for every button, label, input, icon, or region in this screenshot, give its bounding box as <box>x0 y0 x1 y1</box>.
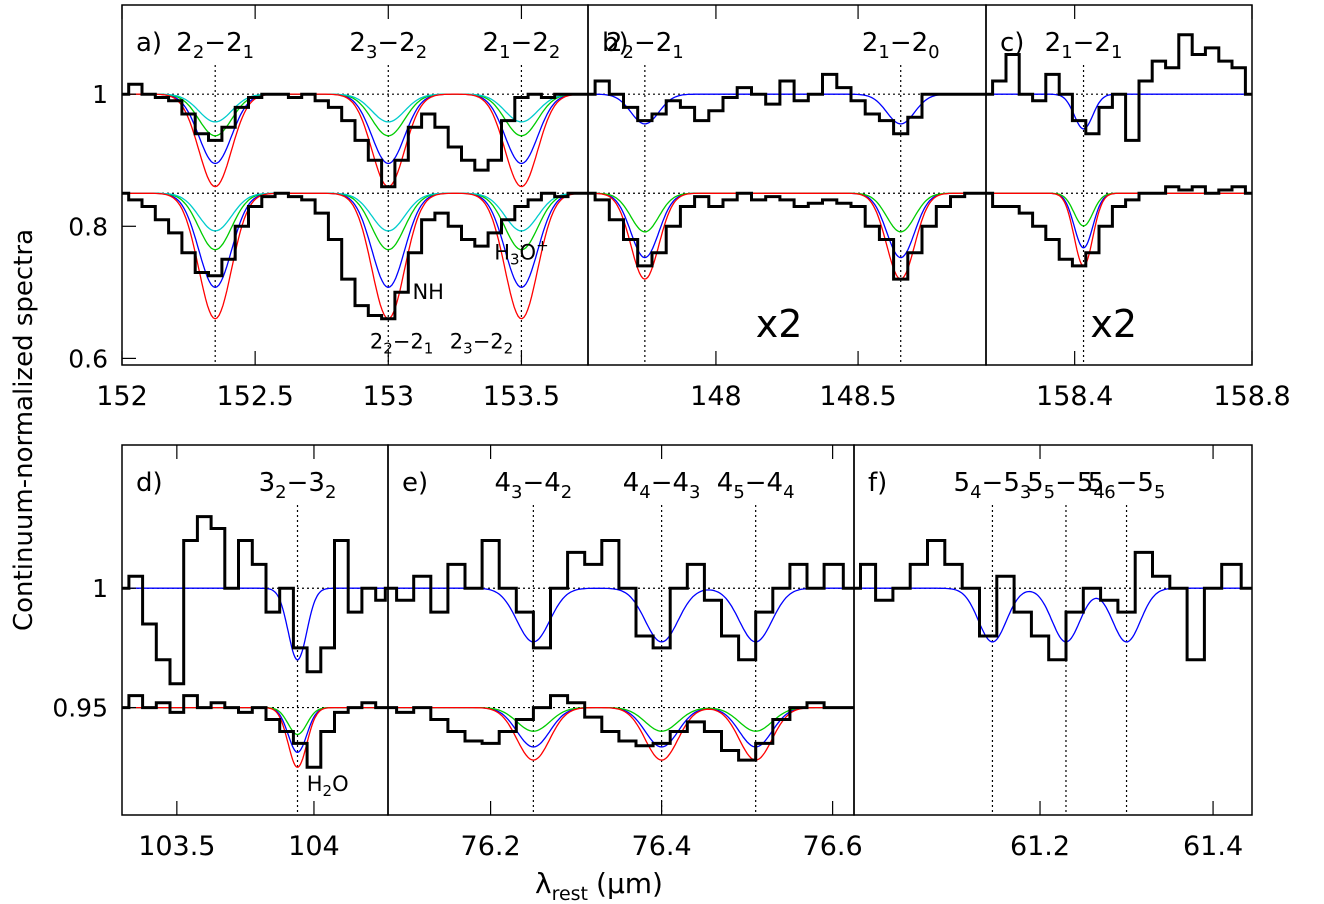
panel-letter: f) <box>868 468 887 498</box>
transition-label: 44−43 <box>623 468 701 503</box>
x-tick-label: 148.5 <box>819 381 896 412</box>
spectrum-histogram <box>986 33 1252 142</box>
fit-curve <box>588 192 986 280</box>
panel-frame <box>121 444 389 816</box>
panel-letter: b) <box>602 28 629 58</box>
panel-plot-area <box>986 33 1252 365</box>
x-tick-label: 152 <box>96 381 148 412</box>
fit-curve <box>122 192 588 232</box>
y-tick-label: 0.8 <box>68 212 108 241</box>
x-tick-label: 153 <box>363 381 415 412</box>
fit-curve <box>122 706 388 753</box>
fit-curve <box>986 192 1252 267</box>
transition-label: 22−21 <box>176 28 254 63</box>
transition-label: 43−42 <box>494 468 572 503</box>
x-tick-label: 158.8 <box>1213 381 1290 412</box>
x-tick-label: 104 <box>288 831 340 862</box>
fit-curve <box>388 706 854 761</box>
fit-curve <box>122 93 588 165</box>
spectrum-histogram <box>122 515 388 686</box>
fit-curve <box>122 93 588 123</box>
annotation-label: NH <box>412 280 444 304</box>
spectrum-histogram <box>854 539 1252 662</box>
transition-label: 32−32 <box>259 468 337 503</box>
fit-curve <box>388 587 854 643</box>
annotation-label: 23−22 <box>450 329 513 357</box>
annotation-label: 22−21 <box>370 329 433 357</box>
panel-plot-area <box>122 505 388 815</box>
panel-plot-area <box>854 505 1252 815</box>
panels: 152 152.5 153 153.5 0.6 0.8 1 a) 22−21 23−22 21−22… <box>52 4 1291 862</box>
panel-plot-area <box>388 505 854 815</box>
x-tick-label: 61.4 <box>1183 831 1243 862</box>
x-tick-label: 148 <box>690 381 742 412</box>
x-tick-label: 76.2 <box>461 831 521 862</box>
spectrum-histogram <box>122 694 388 769</box>
spectrum-histogram <box>588 72 986 136</box>
x-tick-label: 76.6 <box>803 831 863 862</box>
x-axis-label-lambda: λ <box>535 867 552 900</box>
annotation-label: H3O+ <box>494 236 548 268</box>
y-tick-label: 1 <box>92 80 108 109</box>
y-tick-label: 0.6 <box>68 344 108 373</box>
x-tick-label: 152.5 <box>216 381 293 412</box>
panel-d: 103.5 104 0.95 1 d) 32−32 H2O <box>52 444 389 862</box>
y-tick-label: 0.95 <box>52 694 108 723</box>
fit-curve <box>122 93 588 188</box>
fit-curve <box>986 93 1252 130</box>
x-tick-label: 76.4 <box>632 831 692 862</box>
fit-curve <box>122 192 588 251</box>
fit-curve <box>122 192 588 289</box>
panel-letter: c) <box>1000 28 1024 58</box>
panel-letter: a) <box>136 28 162 58</box>
spectrum-histogram <box>388 539 854 662</box>
fit-curve <box>986 192 1252 227</box>
transition-label: 55−54 <box>1027 468 1105 503</box>
panel-plot-area <box>588 65 986 365</box>
panel-frame <box>985 4 1253 366</box>
fit-curve <box>588 93 986 125</box>
fit-curve <box>122 93 588 137</box>
spectrum-histogram <box>122 82 588 189</box>
y-axis-label: Continuum-normalized spectra <box>9 229 39 631</box>
x-tick-label: 158.4 <box>1036 381 1113 412</box>
fit-curve <box>122 587 388 661</box>
transition-label: 21−20 <box>862 28 940 63</box>
panel-c: 158.4 158.8 c) 21−21 x2 <box>985 4 1291 412</box>
x-axis-label-unit: (μm) <box>596 867 663 900</box>
spectrum-histogram <box>122 191 588 321</box>
transition-label: 21−22 <box>483 28 561 63</box>
x-axis-label: λrest (μm) <box>535 867 663 904</box>
spectrum-histogram <box>388 694 854 762</box>
fit-curve <box>986 192 1252 249</box>
x-axis-label-sub: rest <box>552 883 588 904</box>
panel-letter: d) <box>136 468 163 498</box>
fit-curve <box>854 587 1252 643</box>
panel-letter: e) <box>402 468 428 498</box>
fit-curve <box>122 706 388 768</box>
scale-label: x2 <box>756 302 803 346</box>
spectrum-histogram <box>588 191 986 281</box>
x-tick-label: 103.5 <box>138 831 215 862</box>
transition-label: 23−22 <box>349 28 427 63</box>
x-tick-label: 153.5 <box>483 381 560 412</box>
panel-plot-area <box>122 65 588 365</box>
transition-label: 45−44 <box>717 468 795 503</box>
panel-a: 152 152.5 153 153.5 0.6 0.8 1 a) 22−21 23−22 21−22… <box>68 4 589 412</box>
annotation-label: H2O <box>307 772 349 800</box>
transition-label: 21−21 <box>1045 28 1123 63</box>
y-tick-label: 1 <box>92 574 108 603</box>
panel-b: 148 148.5 b)22−21 21−20 x2 <box>587 4 987 412</box>
transition-label: 54−53 <box>954 468 1032 503</box>
spectrum-histogram <box>986 185 1252 268</box>
transition-label: 56−55 <box>1088 468 1166 503</box>
transition-label: 22−21 <box>606 28 684 63</box>
panel-frame <box>853 444 1253 816</box>
panel-e: 76.2 76.4 76.6 e) 43−42 44−43 45−44 <box>387 444 863 862</box>
scale-label: x2 <box>1090 302 1137 346</box>
x-tick-label: 61.2 <box>1010 831 1070 862</box>
